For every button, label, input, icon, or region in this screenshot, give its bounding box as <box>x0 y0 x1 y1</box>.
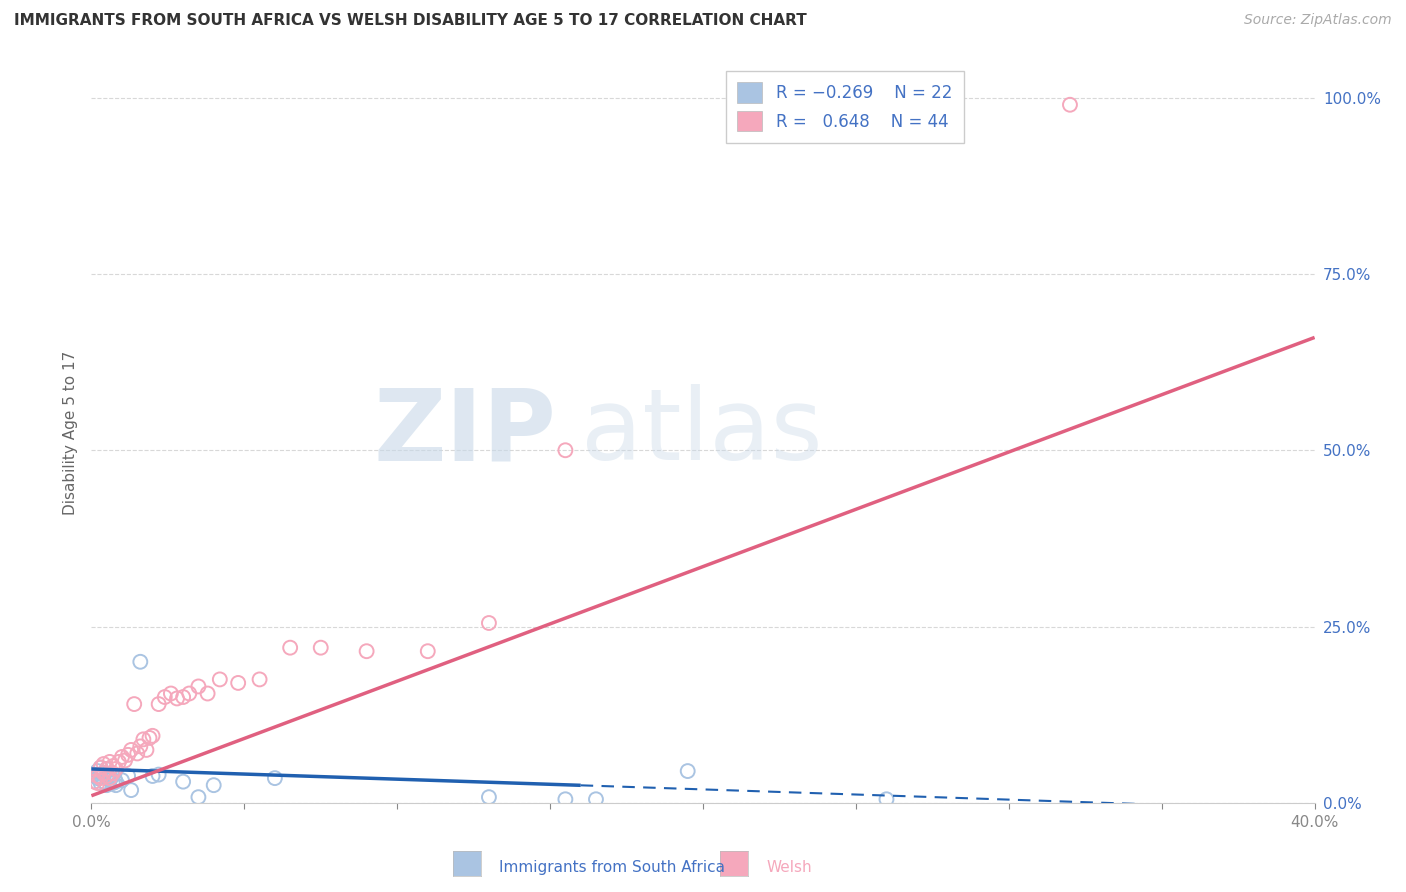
Point <box>98 755 121 769</box>
Point <box>90 771 112 785</box>
Point <box>98 767 121 781</box>
Text: Source: ZipAtlas.com: Source: ZipAtlas.com <box>1244 13 1392 28</box>
Point <box>264 771 287 785</box>
Text: atlas: atlas <box>581 384 823 481</box>
Point <box>90 769 112 783</box>
Point <box>202 778 225 792</box>
Point <box>148 697 170 711</box>
Point <box>208 673 231 687</box>
Point <box>356 644 378 658</box>
Point <box>153 690 176 704</box>
Point <box>83 767 105 781</box>
Y-axis label: Disability Age 5 to 17: Disability Age 5 to 17 <box>62 351 77 515</box>
Point <box>111 773 134 788</box>
Point <box>93 766 115 780</box>
Point <box>90 760 112 774</box>
Point <box>101 769 124 783</box>
Point <box>93 774 115 789</box>
Point <box>172 690 194 704</box>
Point <box>101 766 124 780</box>
Point <box>98 771 121 785</box>
Point <box>114 754 136 768</box>
Point <box>135 743 157 757</box>
Point <box>148 767 170 781</box>
Point <box>117 747 139 762</box>
Point <box>1059 97 1081 112</box>
Point <box>86 764 108 778</box>
Point <box>138 731 160 745</box>
Point <box>278 640 301 655</box>
Point <box>160 686 183 700</box>
Point <box>141 729 163 743</box>
Point <box>101 759 124 773</box>
Point <box>129 739 152 754</box>
Point <box>101 776 124 790</box>
Point <box>187 680 209 694</box>
Point <box>172 774 194 789</box>
Point <box>83 774 105 789</box>
Point <box>93 757 115 772</box>
Point <box>132 732 155 747</box>
Point <box>676 764 699 778</box>
Point <box>98 773 121 788</box>
Point <box>120 783 142 797</box>
Point <box>104 762 127 776</box>
Legend: R = −0.269    N = 22, R =   0.648    N = 44: R = −0.269 N = 22, R = 0.648 N = 44 <box>725 70 963 143</box>
Point <box>309 640 332 655</box>
Text: Welsh: Welsh <box>766 860 811 874</box>
Point <box>86 769 108 783</box>
Point <box>554 443 576 458</box>
Point <box>111 750 134 764</box>
Point <box>122 697 145 711</box>
Point <box>86 776 108 790</box>
Point <box>585 792 607 806</box>
Point <box>179 686 201 700</box>
Point <box>104 778 127 792</box>
Point <box>554 792 576 806</box>
Point <box>104 774 127 789</box>
Point <box>120 743 142 757</box>
Text: ZIP: ZIP <box>374 384 557 481</box>
Point <box>96 771 118 785</box>
Point <box>96 769 118 783</box>
Point <box>96 762 118 776</box>
Point <box>166 691 188 706</box>
Point <box>478 615 501 630</box>
Point <box>90 760 112 774</box>
Point <box>129 655 152 669</box>
Point <box>127 747 149 761</box>
Point <box>117 769 139 783</box>
Point <box>416 644 439 658</box>
Point <box>141 769 163 783</box>
Point <box>249 673 271 687</box>
Point <box>108 755 131 769</box>
Text: Immigrants from South Africa: Immigrants from South Africa <box>499 860 725 874</box>
Text: IMMIGRANTS FROM SOUTH AFRICA VS WELSH DISABILITY AGE 5 TO 17 CORRELATION CHART: IMMIGRANTS FROM SOUTH AFRICA VS WELSH DI… <box>14 13 807 29</box>
Point <box>226 676 249 690</box>
Point <box>478 790 501 805</box>
Point <box>93 766 115 780</box>
Point <box>197 686 219 700</box>
Point <box>875 792 898 806</box>
Point <box>187 790 209 805</box>
Point <box>96 778 118 792</box>
Point <box>90 776 112 790</box>
Point <box>96 762 118 776</box>
Point <box>86 771 108 785</box>
